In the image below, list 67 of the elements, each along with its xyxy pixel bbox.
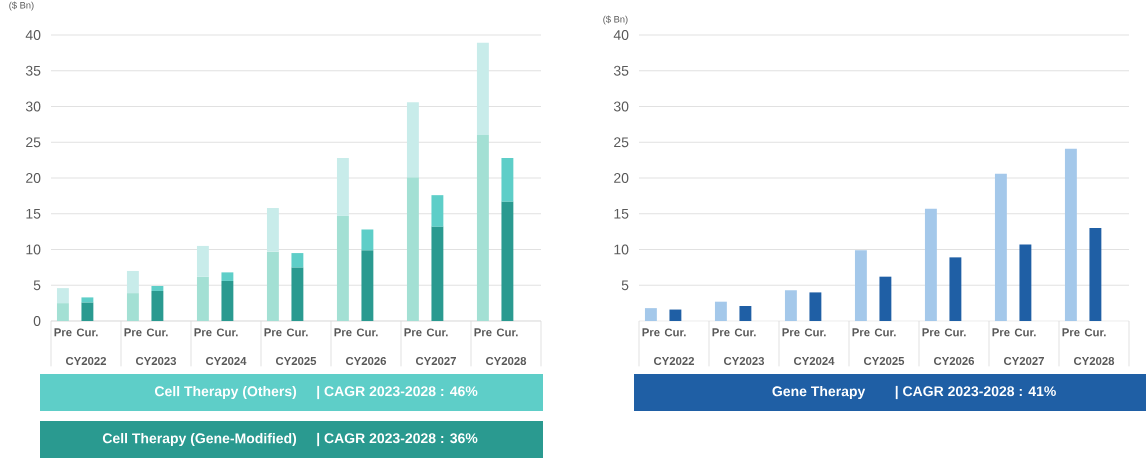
y-tick-label: 10 — [614, 244, 629, 255]
y-tick-label: 15 — [26, 208, 41, 219]
y-tick-label: 10 — [26, 244, 41, 255]
text: CY2028 — [1073, 357, 1115, 365]
x-tick-label: Cur. — [1084, 328, 1106, 337]
x-tick-label: Pre — [782, 328, 800, 337]
x-tick-label: Cur. — [1014, 328, 1036, 337]
y-tick-label: 30 — [613, 101, 629, 112]
x-tick-label: Pre — [474, 328, 492, 337]
text: CY2023 — [723, 356, 765, 366]
x-tick-label: Cur. — [216, 328, 238, 337]
text: CY2022 — [65, 357, 107, 365]
x-tick-label: Cur. — [286, 328, 308, 337]
x-tick-label: Cur. — [664, 328, 686, 337]
x-tick-label: Pre — [264, 328, 282, 337]
x-tick-label: Cur. — [734, 328, 756, 337]
x-tick-label: Cur. — [874, 328, 896, 337]
x-tick-label: Pre — [852, 328, 870, 337]
text: CY2022 — [653, 357, 695, 365]
y-tick-label: 20 — [614, 173, 629, 183]
x-tick-label: Cur. — [426, 328, 448, 337]
text: CY2024 — [205, 357, 247, 365]
y-axis-title: ($ Bn) — [603, 15, 628, 25]
x-tick-label: Pre — [334, 328, 352, 337]
text: CY2023 — [135, 356, 177, 366]
x-tick-label: Pre — [642, 328, 660, 337]
text: CY2027 — [415, 357, 456, 365]
text: CY2025 — [863, 357, 905, 365]
x-tick-label: Pre — [124, 328, 142, 337]
text: CY2028 — [485, 357, 527, 365]
x-tick-label: Pre — [404, 328, 422, 337]
x-tick-label: Cur. — [804, 328, 826, 337]
y-tick-label: 35 — [25, 65, 41, 76]
text: | CAGR 2023-2028 : 36% — [317, 432, 478, 447]
y-tick-label: 5 — [621, 280, 629, 291]
x-tick-label: Pre — [1062, 328, 1080, 337]
y-tick-label: 40 — [25, 30, 41, 40]
text: | CAGR 2023-2028 : 41% — [895, 385, 1056, 400]
text: CY2025 — [275, 357, 317, 365]
y-tick-label: 35 — [613, 65, 629, 76]
y-tick-label: 30 — [25, 101, 41, 112]
x-tick-label: Cur. — [76, 328, 98, 337]
text: CY2024 — [793, 357, 835, 365]
x-tick-label: Pre — [712, 328, 730, 337]
x-tick-label: Pre — [194, 328, 212, 337]
text: Cell Therapy (Gene-Modified) — [102, 432, 297, 447]
text: Cell Therapy (Others) — [154, 385, 297, 400]
x-tick-label: Cur. — [496, 328, 518, 337]
text: Gene Therapy — [772, 385, 866, 400]
y-tick-label: 0 — [33, 316, 41, 326]
x-tick-label: Cur. — [944, 328, 966, 337]
y-tick-label: 5 — [33, 280, 41, 291]
text: CY2026 — [933, 357, 975, 365]
x-tick-label: Cur. — [356, 328, 378, 337]
y-tick-label: 15 — [614, 208, 629, 219]
x-tick-label: Pre — [922, 328, 940, 337]
x-tick-label: Pre — [54, 328, 72, 337]
y-tick-label: 20 — [26, 173, 41, 183]
y-axis-title: ($ Bn) — [9, 1, 34, 11]
text: | CAGR 2023-2028 : 46% — [317, 385, 478, 400]
text: CY2026 — [345, 357, 387, 365]
y-tick-label: 25 — [26, 137, 41, 148]
y-tick-label: 40 — [613, 30, 629, 40]
x-tick-label: Pre — [992, 328, 1010, 337]
x-tick-label: Cur. — [146, 328, 168, 337]
text: CY2027 — [1003, 357, 1044, 365]
y-tick-label: 25 — [614, 137, 629, 148]
